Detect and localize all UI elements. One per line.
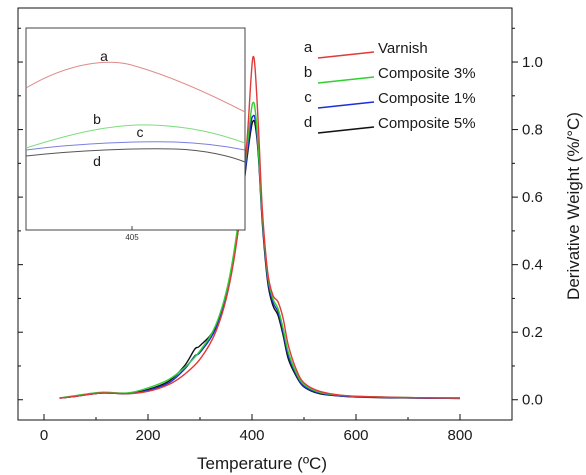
- x-tick-label: 600: [343, 427, 368, 444]
- inset-label-a: a: [100, 48, 108, 64]
- y-axis: 0.0 0.2 0.4 0.6 0.8 1.0: [18, 27, 543, 409]
- y-axis-title: Derivative Weight (%/°C): [564, 112, 583, 300]
- inset-label-d: d: [93, 153, 101, 169]
- y-tick-label: 0.0: [522, 392, 543, 409]
- y-tick-label: 0.4: [522, 257, 543, 274]
- inset-curve-d: [25, 148, 246, 163]
- x-tick-label: 800: [447, 427, 472, 444]
- inset-frame: [25, 27, 246, 231]
- inset-label-b: b: [93, 111, 101, 127]
- legend-swatch: [317, 101, 375, 109]
- y-tick-label: 1.0: [522, 54, 543, 71]
- inset-zoom: 405 a b c d: [25, 27, 246, 242]
- legend-swatch: [317, 76, 375, 84]
- plot-frame: [17, 7, 513, 421]
- series-line-a: [59, 55, 461, 399]
- inset-label-c: c: [137, 124, 144, 140]
- inset-x-tick-label: 405: [125, 233, 139, 242]
- x-tick-label: 200: [135, 427, 160, 444]
- legend-swatch: [317, 126, 375, 134]
- x-tick-label: 0: [40, 427, 48, 444]
- inset-curve-b: [25, 124, 246, 149]
- legend: a Varnish b Composite 3% c Composite 1% d Compo…: [304, 39, 476, 134]
- inset-curves: [25, 61, 246, 163]
- legend-swatch: [317, 51, 375, 59]
- legend-label: Composite 3%: [378, 65, 476, 82]
- series-line-c: [59, 114, 461, 400]
- x-tick-label: 400: [239, 427, 264, 444]
- legend-label: Composite 1%: [378, 90, 476, 107]
- legend-letter: a: [304, 39, 313, 56]
- inset-curve-a: [25, 61, 246, 113]
- legend-label: Varnish: [378, 40, 428, 57]
- x-axis: 0 200 400 600 800: [40, 414, 473, 444]
- series-layer: [59, 55, 461, 400]
- y-tick-label: 0.2: [522, 324, 543, 341]
- inset-curve-c: [25, 141, 246, 151]
- legend-letter: c: [304, 89, 312, 106]
- legend-label: Composite 5%: [378, 115, 476, 132]
- y-tick-label: 0.8: [522, 122, 543, 139]
- y-tick-label: 0.6: [522, 189, 543, 206]
- legend-letter: b: [304, 64, 312, 81]
- legend-letter: d: [304, 114, 312, 131]
- x-axis-title: Temperature (ºC): [197, 454, 327, 473]
- series-line-b: [59, 101, 461, 399]
